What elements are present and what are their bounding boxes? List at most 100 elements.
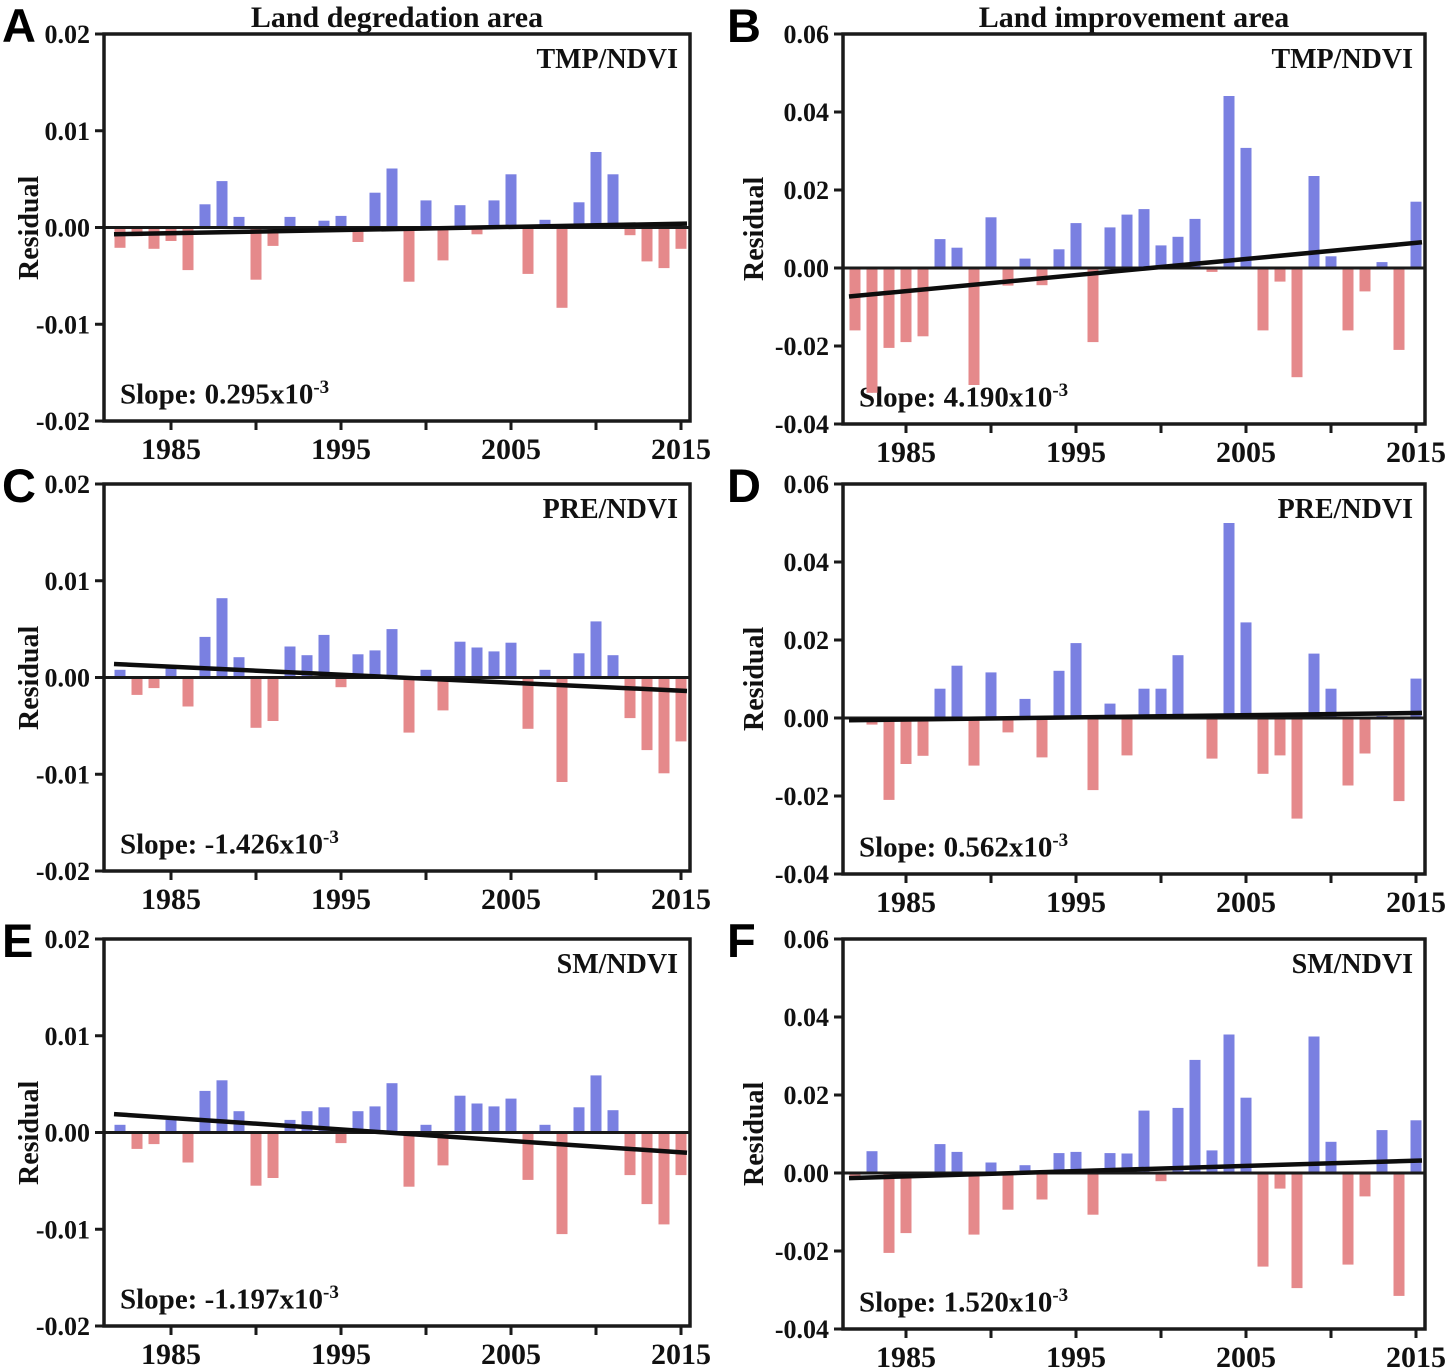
bar	[1291, 268, 1303, 378]
bar	[114, 227, 126, 248]
bar	[1206, 718, 1218, 759]
x-tick-label: 1995	[311, 883, 371, 916]
bar	[148, 227, 160, 249]
bar	[641, 677, 653, 751]
bar	[556, 1132, 568, 1235]
bar	[1308, 1036, 1320, 1173]
y-tick-label: -0.04	[775, 1315, 829, 1344]
column-title-improvement: Land improvement area	[978, 1, 1290, 34]
bar	[1325, 1141, 1337, 1173]
bar	[318, 1107, 330, 1133]
bar	[539, 669, 551, 678]
bar	[658, 227, 670, 269]
bar	[1070, 643, 1082, 718]
bar	[1325, 256, 1337, 268]
bar	[1274, 718, 1286, 756]
bar	[590, 621, 602, 678]
bar	[335, 677, 347, 688]
panel-letter: A	[2, 0, 36, 52]
bar	[505, 1098, 517, 1133]
bar	[488, 200, 500, 228]
y-axis-title: Residual	[739, 176, 770, 282]
x-tick-label: 2015	[651, 883, 711, 916]
y-tick-label: 0.04	[784, 1003, 830, 1032]
bar	[335, 215, 347, 228]
bar	[1070, 1151, 1082, 1173]
bar	[233, 657, 245, 678]
bar	[556, 227, 568, 308]
y-tick-label: -0.02	[775, 1237, 829, 1266]
panel-d-land-improvement-pre: D Residual PRE/NDVI Slope: 0.562x10-3 0.…	[725, 460, 1450, 919]
bar	[1325, 688, 1337, 718]
bar	[233, 1111, 245, 1133]
y-tick-label: 0.01	[45, 1022, 91, 1051]
series-tag: TMP/NDVI	[1271, 44, 1413, 75]
bar	[1359, 268, 1371, 292]
bar	[951, 1151, 963, 1173]
bar	[951, 665, 963, 718]
bar	[1240, 1097, 1252, 1173]
y-axis-title: Residual	[739, 1081, 770, 1187]
bar	[335, 1132, 347, 1144]
bar	[917, 1173, 929, 1177]
bar	[1155, 245, 1167, 268]
bar	[165, 667, 177, 678]
bar	[1410, 1120, 1422, 1173]
bar	[1410, 678, 1422, 718]
bar	[573, 653, 585, 678]
trend-line	[113, 1111, 688, 1156]
bar	[1087, 268, 1099, 343]
bar	[403, 677, 415, 733]
panel-f-land-improvement-sm: F Residual SM/NDVI Slope: 1.520x10-3 0.0…	[725, 915, 1450, 1372]
bar	[454, 641, 466, 678]
bar	[1308, 176, 1320, 268]
bar	[951, 247, 963, 268]
bar	[1036, 1173, 1048, 1200]
bar	[522, 677, 534, 729]
bar	[849, 268, 861, 331]
bar	[267, 227, 279, 246]
bar	[658, 1132, 670, 1225]
bar	[607, 1110, 619, 1133]
bar	[284, 216, 296, 228]
panel-letter: F	[727, 914, 756, 967]
bar	[590, 152, 602, 228]
y-tick-label: 0.00	[45, 214, 91, 243]
bar	[182, 227, 194, 271]
bar	[522, 227, 534, 274]
y-tick-label: -0.02	[775, 782, 829, 811]
bar	[488, 651, 500, 678]
y-tick-label: 0.00	[45, 664, 91, 693]
bar	[900, 268, 912, 343]
plot-frame	[102, 32, 692, 423]
plot-frame	[102, 482, 692, 873]
y-tick-label: 0.02	[45, 925, 91, 954]
y-tick-label: -0.04	[775, 860, 829, 889]
bar	[1393, 1173, 1405, 1296]
panel-c-land-degradation-pre: C Residual PRE/NDVI Slope: -1.426x10-3 0…	[0, 460, 725, 916]
bar	[1002, 268, 1014, 286]
slope-annotation: Slope: -1.197x10-3	[120, 1282, 339, 1317]
bar	[1172, 236, 1184, 268]
y-tick-label: 0.02	[784, 626, 830, 655]
y-tick-label: 0.00	[784, 254, 830, 283]
bar	[1206, 1150, 1218, 1173]
bar	[985, 217, 997, 268]
y-tick-label: 0.06	[784, 20, 830, 49]
bar	[454, 1095, 466, 1133]
series-tag: PRE/NDVI	[542, 494, 678, 525]
bar	[883, 268, 895, 348]
x-tick-label: 2015	[651, 1338, 711, 1371]
bar	[216, 1080, 228, 1133]
bar	[1240, 622, 1252, 718]
bar	[182, 1132, 194, 1163]
panel-a-land-degradation-tmp: A Land degredation area Residual TMP/NDV…	[0, 0, 725, 466]
bar	[284, 646, 296, 678]
bar	[1053, 1153, 1065, 1173]
bar	[1223, 1034, 1235, 1173]
panel-letter: B	[727, 0, 761, 52]
bar	[968, 268, 980, 385]
bar	[216, 181, 228, 228]
bar	[985, 672, 997, 718]
